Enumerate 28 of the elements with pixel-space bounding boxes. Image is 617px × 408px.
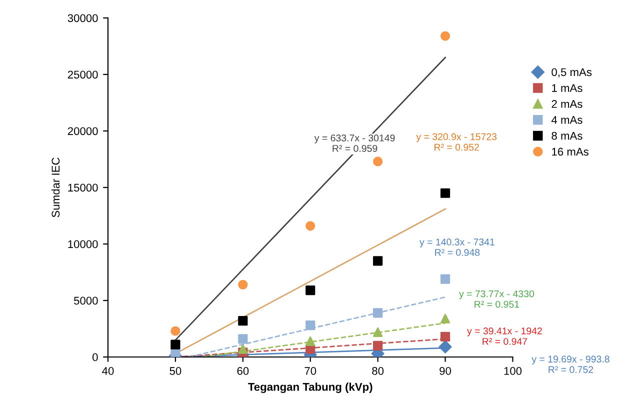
y-tick-label: 30000	[68, 14, 98, 22]
x-axis-title: Tegangan Tabung (kVp)	[248, 382, 372, 394]
legend-label: 2 mAs	[552, 100, 582, 108]
y-tick-label: 20000	[68, 127, 98, 136]
x-tick-label: 80	[372, 367, 384, 375]
x-tick-label: 90	[440, 367, 452, 375]
y-axis-title: Sumdar IEC	[51, 158, 60, 218]
legend-label: 0,5 mAs	[552, 68, 592, 78]
legend-label: 1 mAs	[552, 84, 582, 92]
annotation: y = 140.3x - 7341 R² = 0.948	[420, 238, 494, 256]
x-tick-label: 40	[102, 367, 114, 375]
x-tick-label: 60	[237, 367, 249, 375]
text: y = 19.69x - 993.8 R² = 0.752	[532, 356, 610, 374]
x-tick-label: 70	[304, 367, 316, 375]
y-tick-label: 25000	[68, 70, 98, 79]
legend-label: 4 mAs	[551, 116, 582, 124]
x-tick-label: 50	[170, 367, 182, 375]
y-tick-label: 10000	[68, 240, 98, 248]
legend-label: 16 mAs	[552, 148, 588, 156]
y-tick-label: 15000	[68, 184, 98, 192]
x-tick-label: 100	[504, 367, 522, 375]
annotation: y = 39.41x - 1942 R² = 0.947	[467, 327, 542, 345]
legend-label: 8 mAs	[552, 132, 582, 140]
y-tick-label: 0	[92, 353, 98, 362]
y-tick-label: 5000	[74, 296, 98, 305]
annotation: y = 73.77x - 4330 R² = 0.951	[459, 290, 534, 308]
annotation: y = 633.7x - 30149 R² = 0.959	[314, 134, 395, 152]
annotation: y = 320.9x - 15723 R² = 0.952	[416, 133, 497, 151]
